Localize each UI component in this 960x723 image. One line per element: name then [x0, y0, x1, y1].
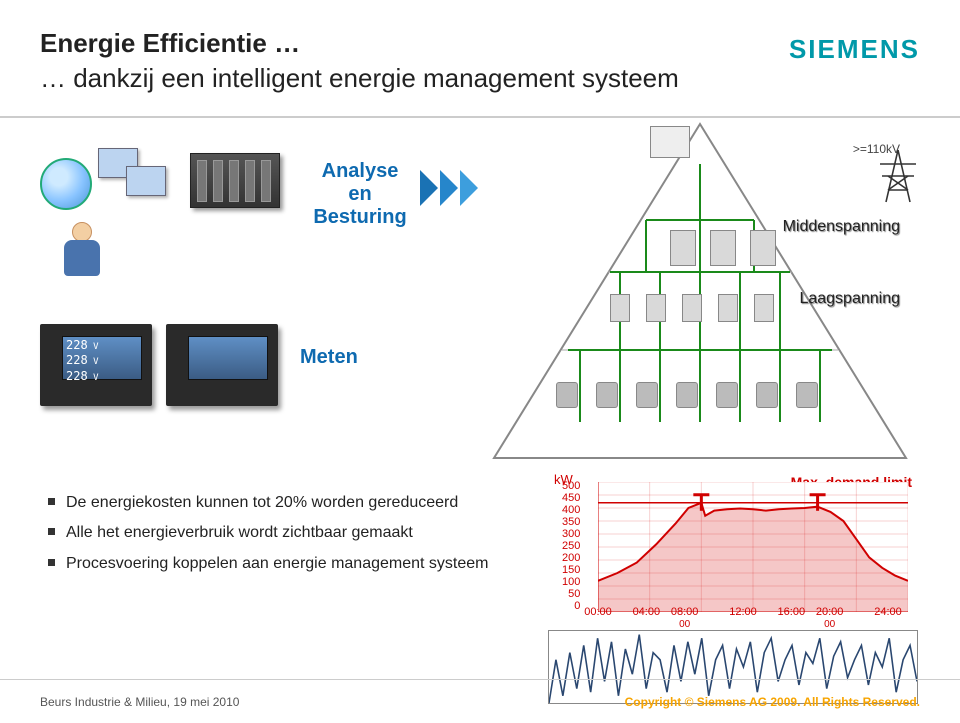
- breaker-node: [754, 294, 774, 322]
- meter-readings: 228 V 228 V 228 V: [66, 338, 99, 384]
- title-line2: … dankzij een intelligent energie manage…: [40, 63, 679, 94]
- load-row: [556, 382, 818, 408]
- screens-icon: [98, 148, 178, 208]
- footer-left: Beurs Industrie & Milieu, 19 mei 2010: [40, 695, 239, 709]
- label-meten: Meten: [300, 346, 358, 369]
- demand-chart-yticks: 500 450 400 350 300 250 200 150 100 50 0: [562, 480, 580, 600]
- bullet-item: Procesvoering koppelen aan energie manag…: [48, 549, 518, 579]
- meters-graphics: 228 V 228 V 228 V: [40, 324, 278, 406]
- analyse-graphics: [40, 148, 300, 288]
- breaker-node: [718, 294, 738, 322]
- load-node: [676, 382, 698, 408]
- breaker-node: [682, 294, 702, 322]
- brand-logo: SIEMENS: [789, 34, 920, 65]
- breaker-row: [610, 294, 774, 322]
- header: Energie Efficientie … … dankzij een inte…: [0, 0, 960, 104]
- scada-pc-icon: [650, 126, 690, 158]
- load-node: [756, 382, 778, 408]
- lv-label: Laagspanning: [799, 290, 900, 308]
- operator-icon: [44, 222, 116, 284]
- plc-icon: [190, 153, 280, 208]
- demand-chart-svg: [598, 482, 908, 612]
- bullet-list: De energiekosten kunnen tot 20% worden g…: [48, 488, 518, 579]
- switchgear-row: [670, 230, 776, 266]
- power-meter-icon: 228 V 228 V 228 V: [40, 324, 152, 406]
- label-analyse: AnalyseenBesturing: [300, 160, 420, 229]
- arrow-icon: [420, 170, 478, 206]
- switchgear-node: [670, 230, 696, 266]
- footer: Beurs Industrie & Milieu, 19 mei 2010 Co…: [0, 679, 960, 723]
- demand-chart-xticks: 00:00 04:00 08:0000 12:00 16:00 20:0000 …: [598, 606, 908, 630]
- load-node: [596, 382, 618, 408]
- footer-right: Copyright © Siemens AG 2009. All Rights …: [625, 695, 920, 709]
- network-triangle-diagram: >=110kV Middenspanning Laagspanning: [490, 122, 910, 462]
- bullet-item: Alle het energieverbruik wordt zichtbaar…: [48, 518, 518, 548]
- power-meter-icon: [166, 324, 278, 406]
- switchgear-node: [750, 230, 776, 266]
- breaker-node: [646, 294, 666, 322]
- globe-icon: [40, 158, 92, 210]
- title-line1: Energie Efficientie …: [40, 28, 679, 59]
- breaker-node: [610, 294, 630, 322]
- main-area: AnalyseenBesturing: [0, 118, 960, 608]
- load-node: [636, 382, 658, 408]
- title-block: Energie Efficientie … … dankzij een inte…: [40, 28, 679, 94]
- load-node: [716, 382, 738, 408]
- pylon-icon: [878, 146, 918, 204]
- mv-label: Middenspanning: [783, 218, 900, 236]
- switchgear-node: [710, 230, 736, 266]
- load-node: [796, 382, 818, 408]
- bullet-item: De energiekosten kunnen tot 20% worden g…: [48, 488, 518, 518]
- load-node: [556, 382, 578, 408]
- demand-chart: kW Max. demand limit 500 450 400 350 300…: [548, 472, 918, 612]
